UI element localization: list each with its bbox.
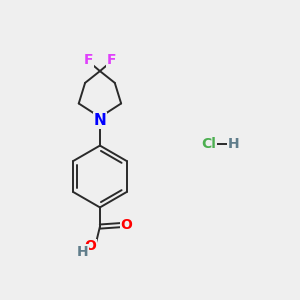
Text: N: N [94,113,106,128]
Text: O: O [85,239,97,253]
Text: Cl: Cl [202,137,216,151]
Text: O: O [121,218,132,232]
Text: H: H [76,245,88,259]
Text: F: F [106,53,116,67]
Text: H: H [228,137,240,151]
Text: F: F [84,53,94,67]
